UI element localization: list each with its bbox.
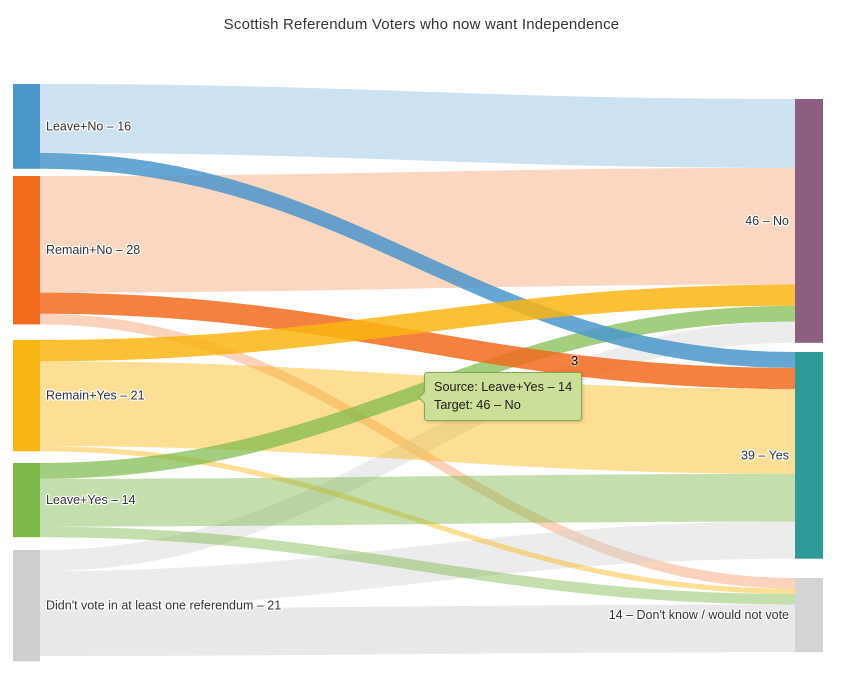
sankey-labels-layer: Leave+No – 16 Remain+No – 28 Remain+Yes – … [45,118,791,623]
sankey-node-dk[interactable] [795,578,823,653]
sankey-node-leave-no[interactable] [13,84,40,169]
sankey-link-no-vote-dk[interactable] [40,604,795,657]
node-label-leave-yes: Leave+Yes – 14 [46,493,136,507]
sankey-nodes-layer [13,84,823,662]
sankey-node-leave-yes[interactable] [13,463,40,538]
sankey-link-remain-no-yes[interactable] [40,292,795,390]
sankey-links-layer [40,84,795,656]
sankey-link-remain-yes-dk[interactable] [40,446,795,594]
sankey-node-no[interactable] [795,99,823,343]
sankey-node-yes[interactable] [795,352,823,559]
sankey-link-leave-no-yes[interactable] [40,152,795,368]
sankey-link-no-vote-yes[interactable] [40,521,795,609]
sankey-node-no-vote[interactable] [13,550,40,662]
tooltip-source-line: Source: Leave+Yes – 14 [434,380,573,394]
sankey-link-leave-yes-no[interactable] [40,305,795,479]
hovered-link-value-label: 3 [571,353,579,368]
sankey-node-remain-yes[interactable] [13,340,40,452]
tooltip: Source: Leave+Yes – 14 Target: 46 – No [418,372,583,421]
sankey-link-leave-yes-yes[interactable] [40,473,795,527]
sankey-link-remain-yes-no[interactable] [40,284,795,362]
node-label-leave-no: Leave+No – 16 [46,119,131,133]
node-label-yes: 39 – Yes [741,448,789,462]
sankey-link-no-vote-no[interactable] [40,321,795,572]
node-label-remain-no: Remain+No – 28 [46,243,140,257]
sankey-node-remain-no[interactable] [13,176,40,325]
sankey-link-leave-yes-dk[interactable] [40,526,795,605]
sankey-link-remain-no-dk[interactable] [40,313,795,589]
node-label-no: 46 – No [745,214,789,228]
sankey-link-remain-no-no[interactable] [40,167,795,293]
node-label-dk: 14 – Don't know / would not vote [609,608,789,622]
node-label-remain-yes: Remain+Yes – 21 [46,389,145,403]
sankey-link-leave-no-no[interactable] [40,84,795,168]
tooltip-target-line: Target: 46 – No [434,398,521,413]
node-label-no-vote: Didn't vote in at least one referendum –… [46,599,281,613]
chart-title: Scottish Referendum Voters who now want … [223,16,620,33]
